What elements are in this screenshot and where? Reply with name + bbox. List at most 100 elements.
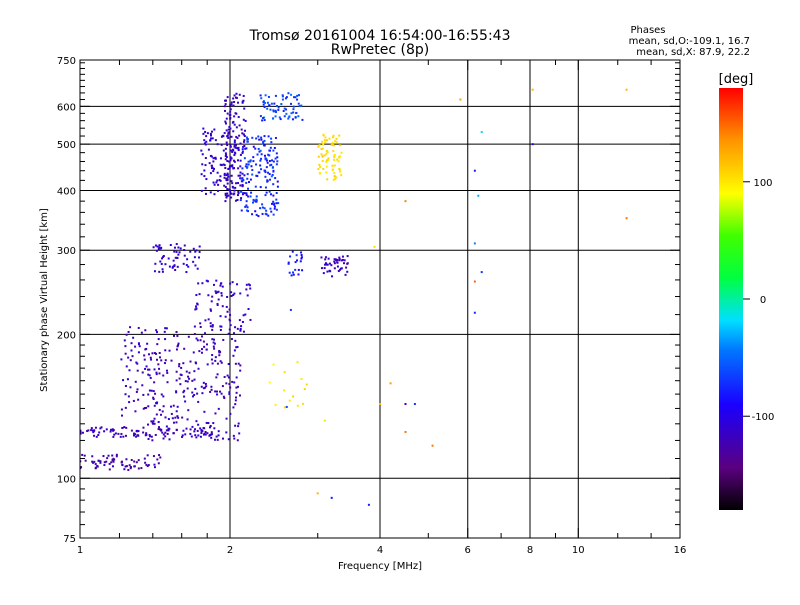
echo-point [205, 385, 208, 388]
echo-point [210, 300, 213, 303]
echo-point [240, 197, 243, 200]
echo-point [268, 159, 271, 162]
echo-point [130, 349, 133, 352]
echo-point [260, 157, 263, 160]
echo-point [197, 400, 200, 403]
echo-point [265, 191, 268, 194]
echo-point [276, 180, 279, 183]
echo-point [288, 399, 291, 402]
echo-point [204, 433, 207, 436]
echo-point [164, 349, 167, 352]
echo-point [342, 262, 345, 265]
echo-point [222, 395, 225, 398]
echo-point [234, 362, 237, 365]
echo-point [149, 376, 152, 379]
colorbar-unit: [deg] [719, 72, 754, 87]
echo-point [229, 108, 232, 111]
echo-point [177, 253, 180, 256]
echo-point [180, 366, 183, 369]
echo-point [145, 365, 148, 368]
y-tick-label: 750 [57, 56, 76, 67]
echo-point [165, 369, 168, 372]
echo-point [287, 117, 290, 120]
echo-point [322, 167, 325, 170]
echo-point [246, 206, 249, 209]
echo-point [125, 426, 128, 429]
echo-point [175, 370, 178, 373]
echo-point [164, 416, 167, 419]
echo-point [334, 177, 337, 180]
echo-point [158, 408, 161, 411]
echo-point [106, 457, 109, 460]
echo-point [183, 244, 186, 247]
echo-point [123, 339, 126, 342]
echo-point [228, 167, 231, 170]
echo-point [316, 492, 319, 495]
echo-point [93, 434, 96, 437]
echo-point [224, 103, 227, 106]
echo-point [80, 431, 82, 434]
echo-point [289, 255, 292, 258]
grid-layer [80, 60, 680, 538]
echo-point [235, 376, 238, 379]
echo-point [270, 175, 273, 178]
echo-point [168, 265, 171, 268]
echo-point [255, 174, 258, 177]
echo-point [246, 294, 249, 297]
echo-point [325, 165, 328, 168]
echo-point [209, 325, 212, 328]
echo-point [239, 153, 242, 156]
echo-point [261, 119, 264, 122]
echo-point [234, 146, 237, 149]
echo-point [296, 404, 299, 407]
echo-point [229, 412, 232, 415]
echo-point [198, 293, 201, 296]
echo-point [140, 467, 143, 470]
echo-point [260, 97, 263, 100]
echo-point [238, 124, 241, 127]
echo-point [235, 396, 238, 399]
echo-point [111, 459, 114, 462]
echo-point [214, 139, 217, 142]
echo-point [136, 388, 139, 391]
echo-point [191, 391, 194, 394]
echo-point [249, 160, 252, 163]
echo-point [166, 381, 169, 384]
echo-point [226, 310, 229, 313]
echo-point [274, 109, 277, 112]
echo-point [240, 180, 243, 183]
echo-point [231, 150, 234, 153]
echo-point [245, 288, 248, 291]
echo-point [136, 434, 139, 437]
echo-point [120, 432, 123, 435]
echo-point [249, 178, 252, 181]
echo-point [113, 433, 116, 436]
echo-point [263, 106, 266, 109]
echo-point [215, 390, 218, 393]
echo-point [255, 199, 258, 202]
echo-point [124, 345, 127, 348]
echo-point [249, 318, 252, 321]
echo-point [183, 395, 186, 398]
echo-point [233, 143, 236, 146]
echo-point [160, 359, 163, 362]
echo-point [198, 256, 201, 259]
echo-point [219, 157, 222, 160]
echo-point [260, 138, 263, 141]
echo-point [206, 363, 209, 366]
echo-point [296, 94, 299, 97]
echo-point [224, 194, 227, 197]
echo-point [250, 191, 253, 194]
echo-point [269, 108, 272, 111]
echo-point [272, 194, 275, 197]
echo-point [202, 387, 205, 390]
echo-point [135, 461, 138, 464]
echo-point [268, 190, 271, 193]
echo-point [235, 135, 238, 138]
echo-point [226, 135, 229, 138]
echo-point [170, 412, 173, 415]
echo-point [159, 260, 162, 263]
echo-point [242, 314, 245, 317]
echo-point [137, 467, 140, 470]
